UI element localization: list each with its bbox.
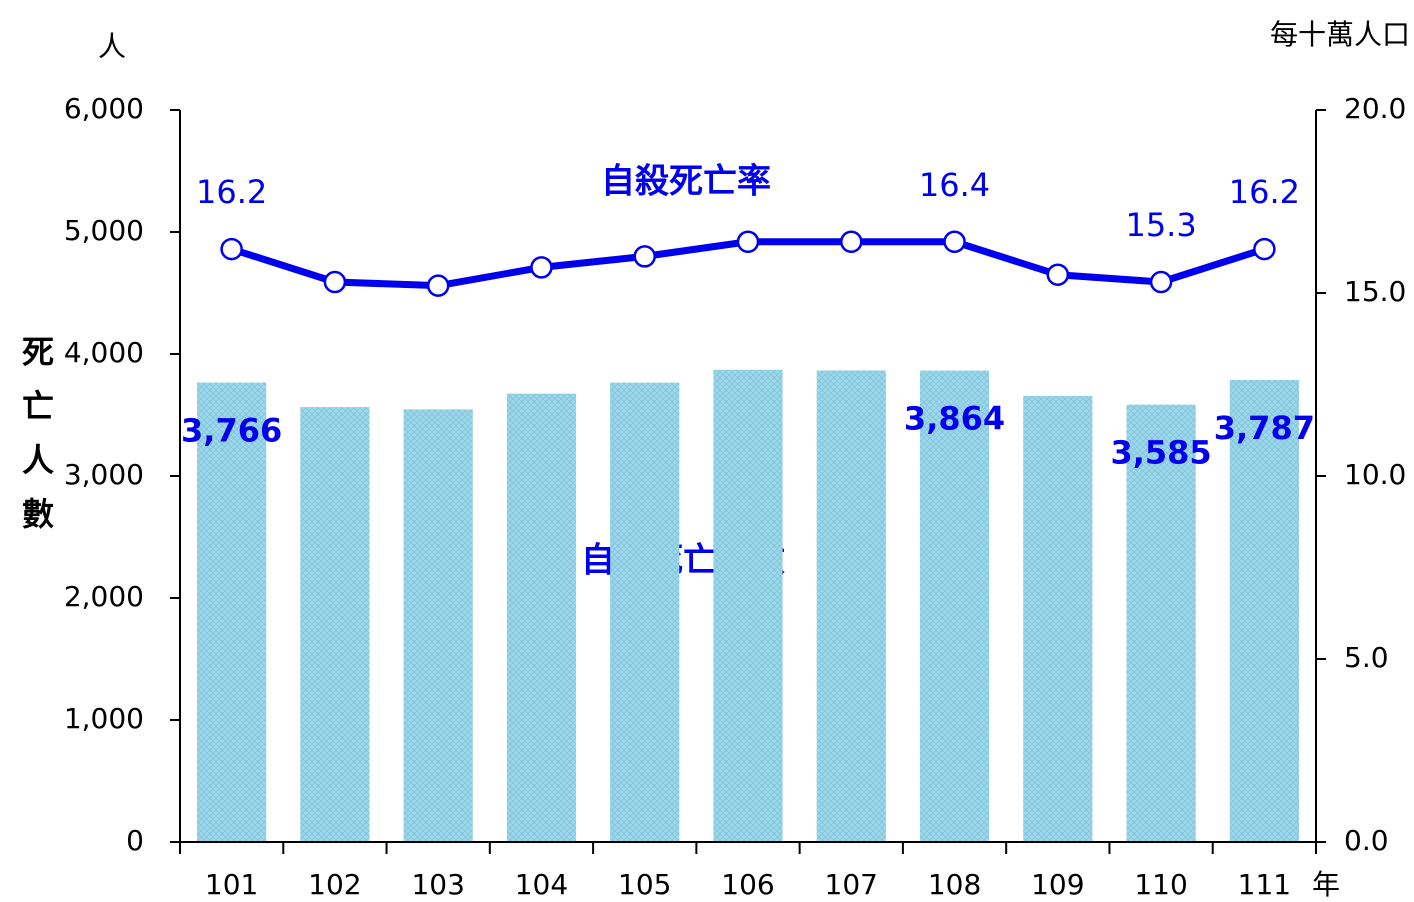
series-label: 自殺死亡率 <box>601 162 771 202</box>
x-tick-label: 102 <box>308 868 361 901</box>
data-label: 16.2 <box>196 173 267 211</box>
y-label: 死亡人數 <box>17 335 55 551</box>
bar <box>300 407 370 842</box>
bar <box>816 370 886 842</box>
data-label: 15.3 <box>1125 206 1196 244</box>
line-point <box>323 270 347 294</box>
data-label: 3,787 <box>1214 409 1315 447</box>
line-point <box>1253 237 1276 261</box>
y-tick-label: 6,000 <box>64 92 144 125</box>
y-tick-label: 0 <box>126 824 144 857</box>
x-tick-label: 107 <box>825 868 878 901</box>
y2-tick-label: 0.0 <box>1344 824 1389 857</box>
bar <box>403 409 473 842</box>
y-tick-label: 4,000 <box>64 336 144 369</box>
line-point <box>633 245 656 268</box>
bar <box>197 382 267 842</box>
x-tick-label: 109 <box>1031 868 1084 901</box>
y-tick-label: 3,000 <box>64 458 144 491</box>
data-label: 3,585 <box>1110 434 1211 472</box>
bar <box>506 393 577 842</box>
y2-unit: 每十萬人口 <box>1270 18 1410 51</box>
bar <box>1126 404 1196 842</box>
y-tick-label: 2,000 <box>64 580 144 613</box>
y-tick-label: 5,000 <box>64 214 144 247</box>
line-point <box>943 230 966 254</box>
x-tick-label: 108 <box>928 868 981 901</box>
y2-tick-label: 5.0 <box>1344 641 1389 674</box>
line-point <box>220 237 243 261</box>
bar <box>610 382 680 842</box>
bar <box>1023 395 1093 842</box>
x-tick-label: 106 <box>721 868 774 901</box>
bar <box>1229 379 1299 842</box>
bar <box>713 369 783 842</box>
y-unit: 人 <box>98 30 126 63</box>
line-point <box>840 230 863 254</box>
data-label: 3,864 <box>904 400 1005 438</box>
x-tick-label: 104 <box>515 868 568 901</box>
data-label: 3,766 <box>181 412 282 450</box>
x-tick-label: 101 <box>205 868 258 901</box>
x-label: 年 <box>1312 868 1340 901</box>
x-tick-label: 110 <box>1134 868 1187 901</box>
y2-tick-label: 20.0 <box>1344 92 1406 125</box>
line-point <box>530 256 553 279</box>
line-point <box>1046 263 1070 286</box>
line-point <box>1149 270 1173 294</box>
data-label: 16.4 <box>919 166 990 204</box>
y-tick-label: 1,000 <box>64 702 144 735</box>
line-point <box>736 230 760 254</box>
y2-tick-label: 10.0 <box>1344 458 1406 491</box>
x-tick-label: 105 <box>618 868 671 901</box>
x-tick-label: 103 <box>411 868 464 901</box>
line-point <box>426 274 450 297</box>
y2-tick-label: 15.0 <box>1344 275 1406 308</box>
x-tick-label: 111 <box>1238 868 1291 901</box>
bar <box>919 370 990 842</box>
data-label: 16.2 <box>1229 173 1300 211</box>
